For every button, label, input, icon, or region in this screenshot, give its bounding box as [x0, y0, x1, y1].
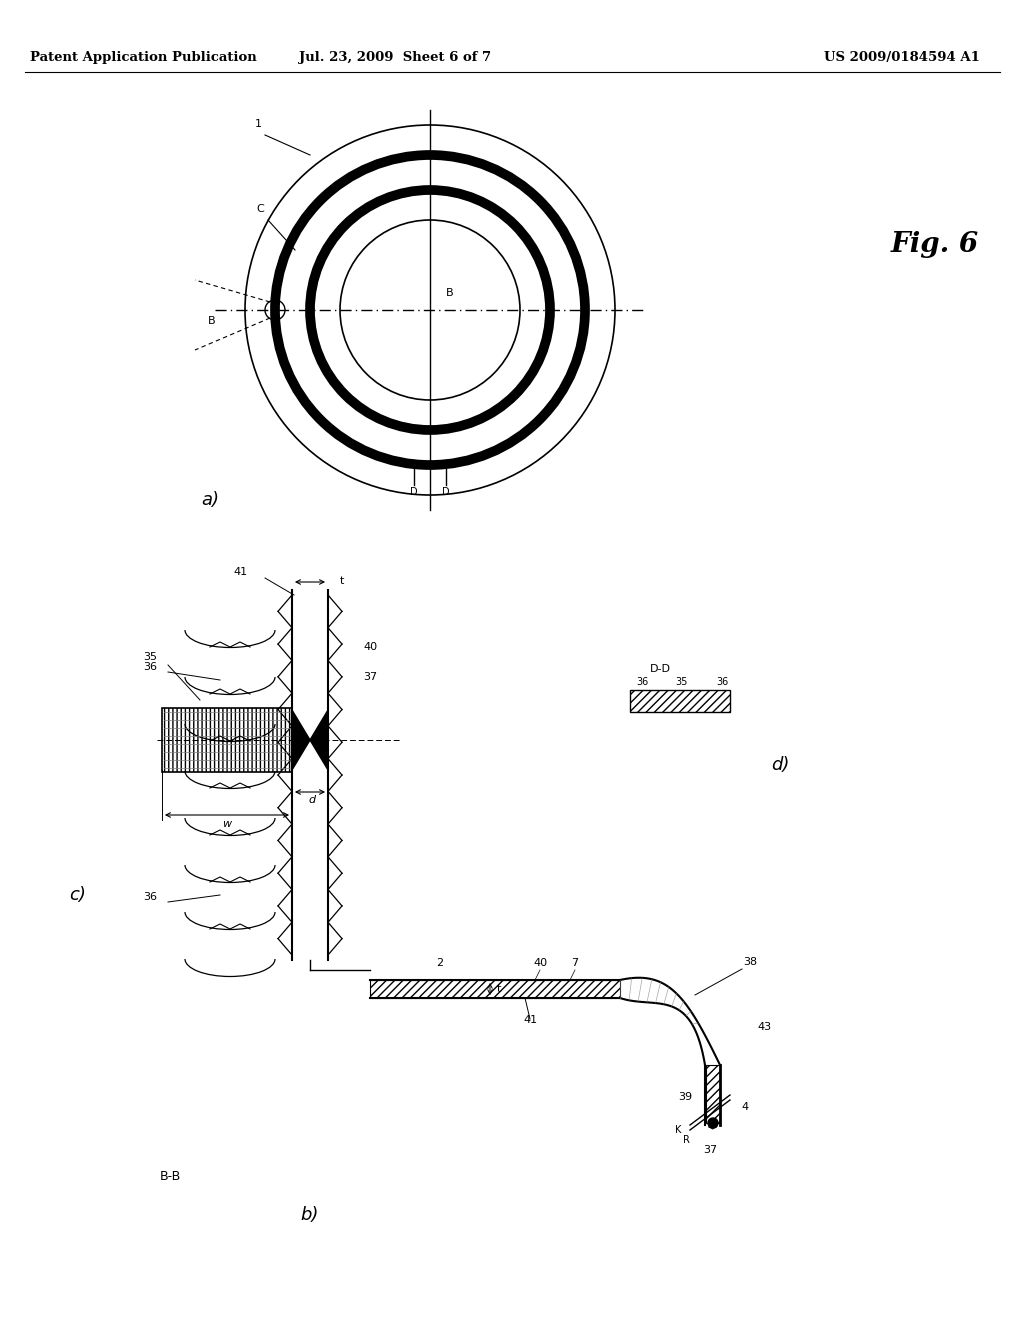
- Text: 4: 4: [741, 1102, 749, 1111]
- Text: Patent Application Publication: Patent Application Publication: [30, 51, 257, 65]
- Text: 7: 7: [571, 958, 579, 968]
- Text: 36: 36: [716, 677, 728, 686]
- Text: 35: 35: [676, 677, 688, 686]
- Text: 41: 41: [232, 568, 247, 577]
- Text: d: d: [308, 795, 315, 805]
- Text: b): b): [301, 1206, 319, 1224]
- Text: 1: 1: [255, 119, 261, 129]
- Polygon shape: [310, 710, 328, 770]
- Text: 41: 41: [523, 1015, 537, 1026]
- Bar: [370, 979, 620, 998]
- Text: D-D: D-D: [649, 664, 671, 675]
- Text: Fig. 6: Fig. 6: [891, 231, 979, 259]
- Text: 37: 37: [702, 1144, 717, 1155]
- Text: d): d): [771, 756, 790, 774]
- Text: 39: 39: [678, 1092, 692, 1102]
- Bar: [630, 690, 730, 711]
- Text: D: D: [442, 487, 450, 498]
- Text: c): c): [70, 886, 86, 904]
- Bar: [162, 708, 292, 772]
- Text: 40: 40: [362, 642, 377, 652]
- Text: B: B: [446, 288, 454, 298]
- Polygon shape: [292, 710, 310, 770]
- Text: K: K: [675, 1125, 681, 1135]
- Text: 38: 38: [743, 957, 757, 968]
- Text: 2: 2: [436, 958, 443, 968]
- Text: t: t: [497, 983, 502, 994]
- Text: US 2009/0184594 A1: US 2009/0184594 A1: [824, 51, 980, 65]
- Text: 36: 36: [143, 892, 157, 902]
- Text: 35: 35: [143, 652, 157, 663]
- Text: R: R: [683, 1135, 689, 1144]
- Text: B: B: [208, 315, 216, 326]
- Text: a): a): [201, 491, 219, 510]
- Text: t: t: [340, 576, 344, 586]
- Text: 43: 43: [758, 1022, 772, 1032]
- Polygon shape: [706, 1065, 720, 1123]
- Text: C: C: [256, 205, 264, 214]
- Circle shape: [708, 1118, 718, 1129]
- Text: 36: 36: [143, 663, 157, 672]
- Text: w: w: [222, 818, 231, 829]
- Text: Jul. 23, 2009  Sheet 6 of 7: Jul. 23, 2009 Sheet 6 of 7: [299, 51, 492, 65]
- Text: 36: 36: [636, 677, 648, 686]
- Text: D: D: [411, 487, 418, 498]
- Text: 37: 37: [362, 672, 377, 682]
- Text: 40: 40: [532, 958, 547, 968]
- Text: B-B: B-B: [160, 1170, 180, 1183]
